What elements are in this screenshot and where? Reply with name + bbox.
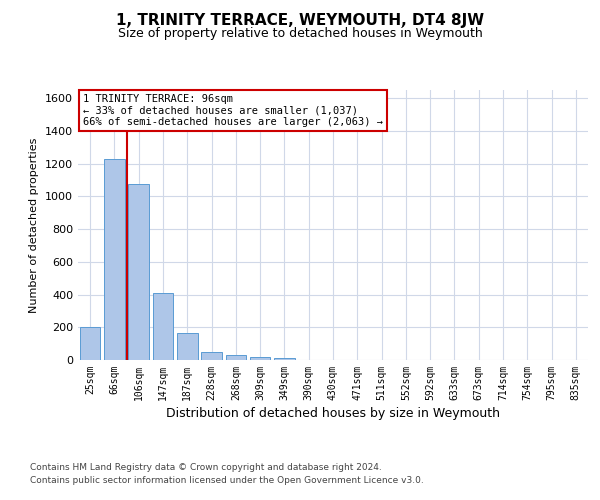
Text: 1 TRINITY TERRACE: 96sqm
← 33% of detached houses are smaller (1,037)
66% of sem: 1 TRINITY TERRACE: 96sqm ← 33% of detach… (83, 94, 383, 127)
Bar (80, 328, 100, 360)
Text: Contains HM Land Registry data © Crown copyright and database right 2024.: Contains HM Land Registry data © Crown c… (30, 462, 382, 471)
Bar (104, 158, 125, 360)
Bar (152, 293, 173, 360)
Bar (226, 355, 246, 360)
Bar (250, 356, 271, 360)
Text: 1, TRINITY TERRACE, WEYMOUTH, DT4 8JW: 1, TRINITY TERRACE, WEYMOUTH, DT4 8JW (116, 12, 484, 28)
Bar (128, 184, 149, 360)
Bar (274, 358, 295, 360)
Text: Size of property relative to detached houses in Weymouth: Size of property relative to detached ho… (118, 28, 482, 40)
Bar (177, 333, 197, 360)
Text: Distribution of detached houses by size in Weymouth: Distribution of detached houses by size … (166, 408, 500, 420)
Text: Contains public sector information licensed under the Open Government Licence v3: Contains public sector information licen… (30, 476, 424, 485)
Y-axis label: Number of detached properties: Number of detached properties (29, 138, 40, 312)
Bar (201, 352, 222, 360)
